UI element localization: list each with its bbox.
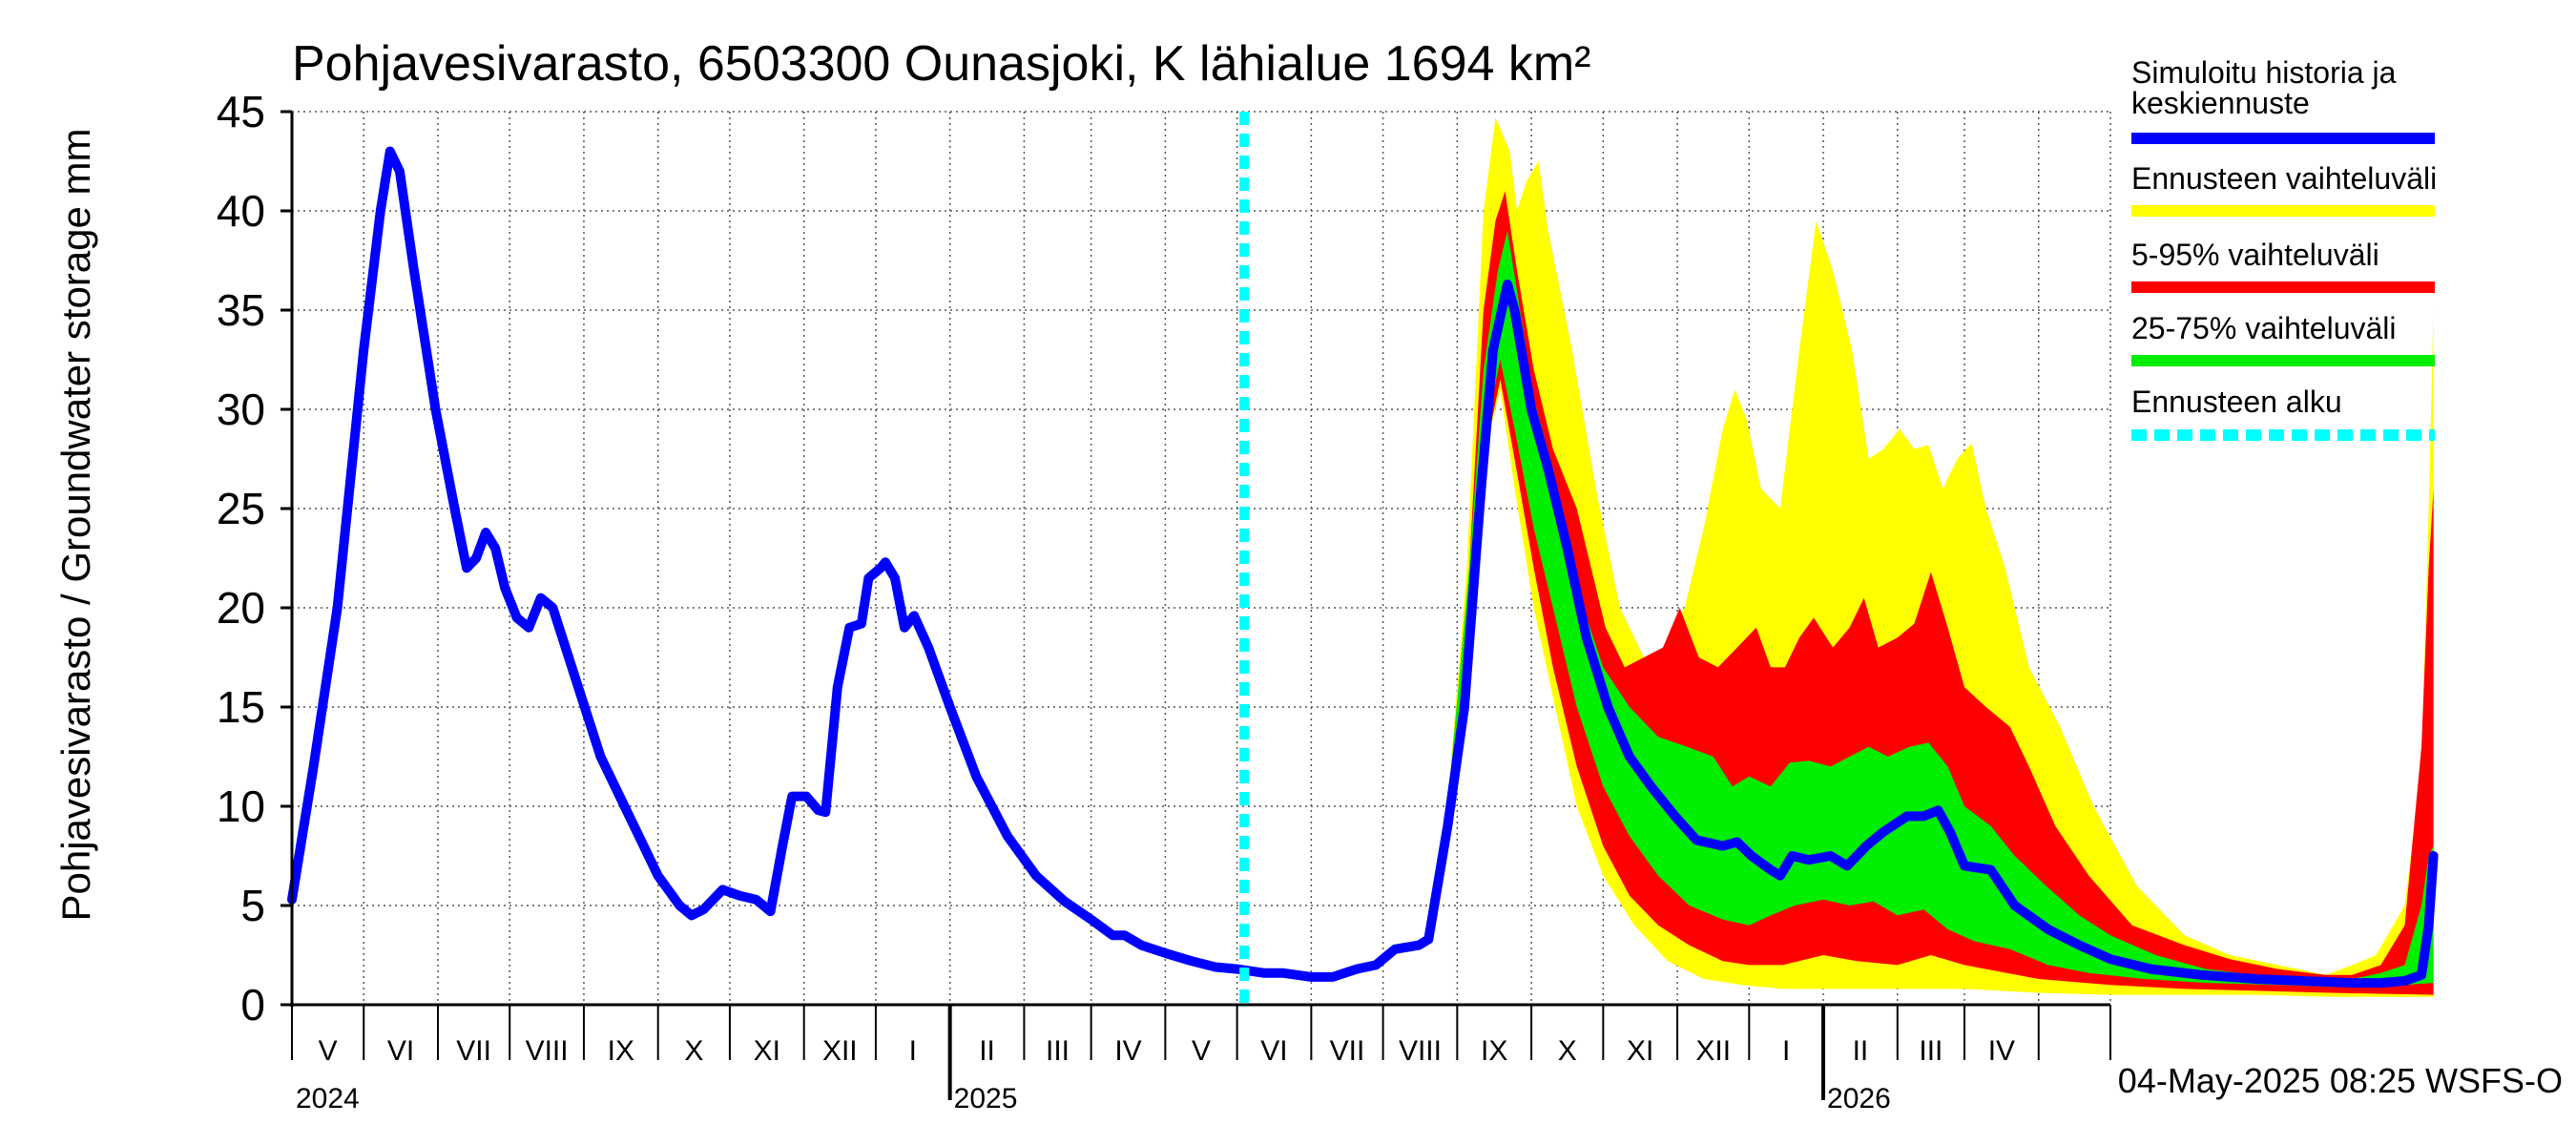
y-tick-label: 15 <box>217 682 265 732</box>
x-month-label: X <box>1558 1035 1577 1067</box>
legend-label: Ennusteen alku <box>2131 385 2342 419</box>
legend-item-p5_95: 5-95% vaihteluväli <box>2131 238 2435 293</box>
chart-title: Pohjavesivarasto, 6503300 Ounasjoki, K l… <box>292 36 1591 92</box>
x-month-label: IV <box>1114 1035 1141 1067</box>
y-tick-label: 0 <box>240 980 265 1030</box>
legend-item-p25_75: 25-75% vaihteluväli <box>2131 311 2435 366</box>
y-axis-ticks: 0 5 10 15 20 25 30 35 40 45 <box>217 87 292 1030</box>
x-month-label: XI <box>754 1035 780 1067</box>
y-axis-label: Pohjavesivarasto / Groundwater storage m… <box>53 128 98 921</box>
x-year-label: 2025 <box>954 1083 1018 1114</box>
history-line <box>287 146 1434 982</box>
x-month-label: VII <box>456 1035 491 1067</box>
x-month-label: IV <box>1988 1035 2015 1067</box>
y-tick-label: 10 <box>217 781 265 831</box>
p25-75-band <box>1428 230 2434 988</box>
legend-item-full_range: Ennusteen vaihteluväli <box>2131 161 2437 217</box>
x-month-label: VIII <box>526 1035 569 1067</box>
x-month-label: VI <box>1260 1035 1287 1067</box>
legend-item-forecast_start: Ennusteen alku <box>2131 385 2435 441</box>
x-month-label: II <box>1853 1035 1869 1067</box>
y-tick-label: 30 <box>217 385 265 434</box>
y-tick-label: 35 <box>217 285 265 335</box>
y-tick-label: 5 <box>240 881 265 930</box>
forecast-mean-line <box>1423 280 2439 989</box>
x-month-label: I <box>1782 1035 1790 1067</box>
x-month-label: VI <box>387 1035 414 1067</box>
timestamp-footer: 04-May-2025 08:25 WSFS-O <box>2118 1061 2563 1100</box>
y-tick-label: 20 <box>217 583 265 633</box>
x-month-label: I <box>909 1035 917 1067</box>
x-month-label: II <box>979 1035 995 1067</box>
x-month-label: IX <box>1481 1035 1507 1067</box>
y-tick-label: 45 <box>217 87 265 136</box>
axes <box>290 112 2110 1007</box>
x-month-label: III <box>1046 1035 1070 1067</box>
x-month-label: XI <box>1627 1035 1653 1067</box>
x-year-label: 2026 <box>1827 1083 1891 1114</box>
legend-label: 25-75% vaihteluväli <box>2131 311 2397 345</box>
legend-label-line2: keskiennuste <box>2131 86 2310 120</box>
x-year-label: 2024 <box>296 1083 360 1114</box>
x-month-label: X <box>684 1035 703 1067</box>
x-month-label: XII <box>822 1035 858 1067</box>
x-month-label: V <box>1192 1035 1211 1067</box>
x-month-label: VII <box>1330 1035 1365 1067</box>
x-month-label: IX <box>608 1035 634 1067</box>
y-tick-label: 25 <box>217 484 265 533</box>
y-tick-label: 40 <box>217 186 265 236</box>
x-month-label: III <box>1919 1035 1942 1067</box>
legend-label: Ennusteen vaihteluväli <box>2131 161 2437 196</box>
x-month-label: V <box>319 1035 338 1067</box>
x-month-label: VIII <box>1399 1035 1442 1067</box>
chart-series <box>287 112 2439 1005</box>
legend-label: Simuloitu historia ja <box>2131 55 2397 90</box>
legend-label: 5-95% vaihteluväli <box>2131 238 2379 272</box>
x-month-label: XII <box>1695 1035 1731 1067</box>
